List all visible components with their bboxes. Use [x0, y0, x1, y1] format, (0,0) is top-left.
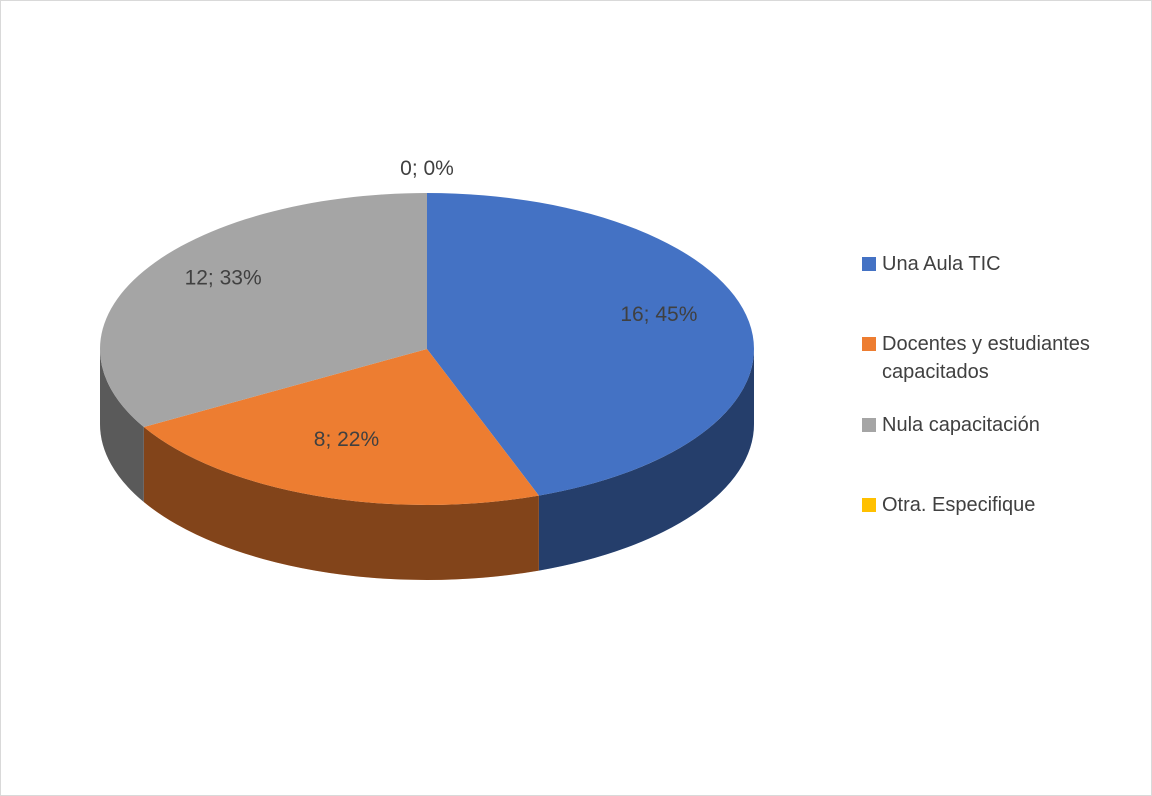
- data-label: 0; 0%: [400, 157, 454, 180]
- legend-label: Una Aula TIC: [882, 253, 1001, 275]
- legend-label: Nula capacitación: [882, 414, 1040, 436]
- slice-side-shadow: [100, 349, 144, 502]
- data-label: 16; 45%: [620, 303, 697, 326]
- data-label: 8; 22%: [314, 428, 379, 451]
- legend-swatch: [862, 337, 876, 351]
- legend-label: Docentes y estudiantes capacitados: [882, 333, 1090, 383]
- slice-side-shadow: [538, 349, 754, 571]
- slice-side: [100, 349, 144, 502]
- slice-side-shadow: [143, 427, 539, 580]
- slice: [143, 349, 539, 505]
- legend-item: Docentes y estudiantes capacitados: [862, 330, 1142, 386]
- legend-swatch: [862, 257, 876, 271]
- data-label: 12; 33%: [185, 266, 262, 289]
- slice: [427, 193, 754, 496]
- slice-side: [538, 349, 754, 571]
- slice-side: [143, 427, 539, 580]
- legend-item: Otra. Especifique: [862, 491, 1142, 519]
- legend-swatch: [862, 418, 876, 432]
- legend-label: Otra. Especifique: [882, 494, 1036, 516]
- slice: [100, 193, 428, 427]
- legend-swatch: [862, 498, 876, 512]
- legend-item: Nula capacitación: [862, 411, 1142, 439]
- legend-item: Una Aula TIC: [862, 250, 1142, 278]
